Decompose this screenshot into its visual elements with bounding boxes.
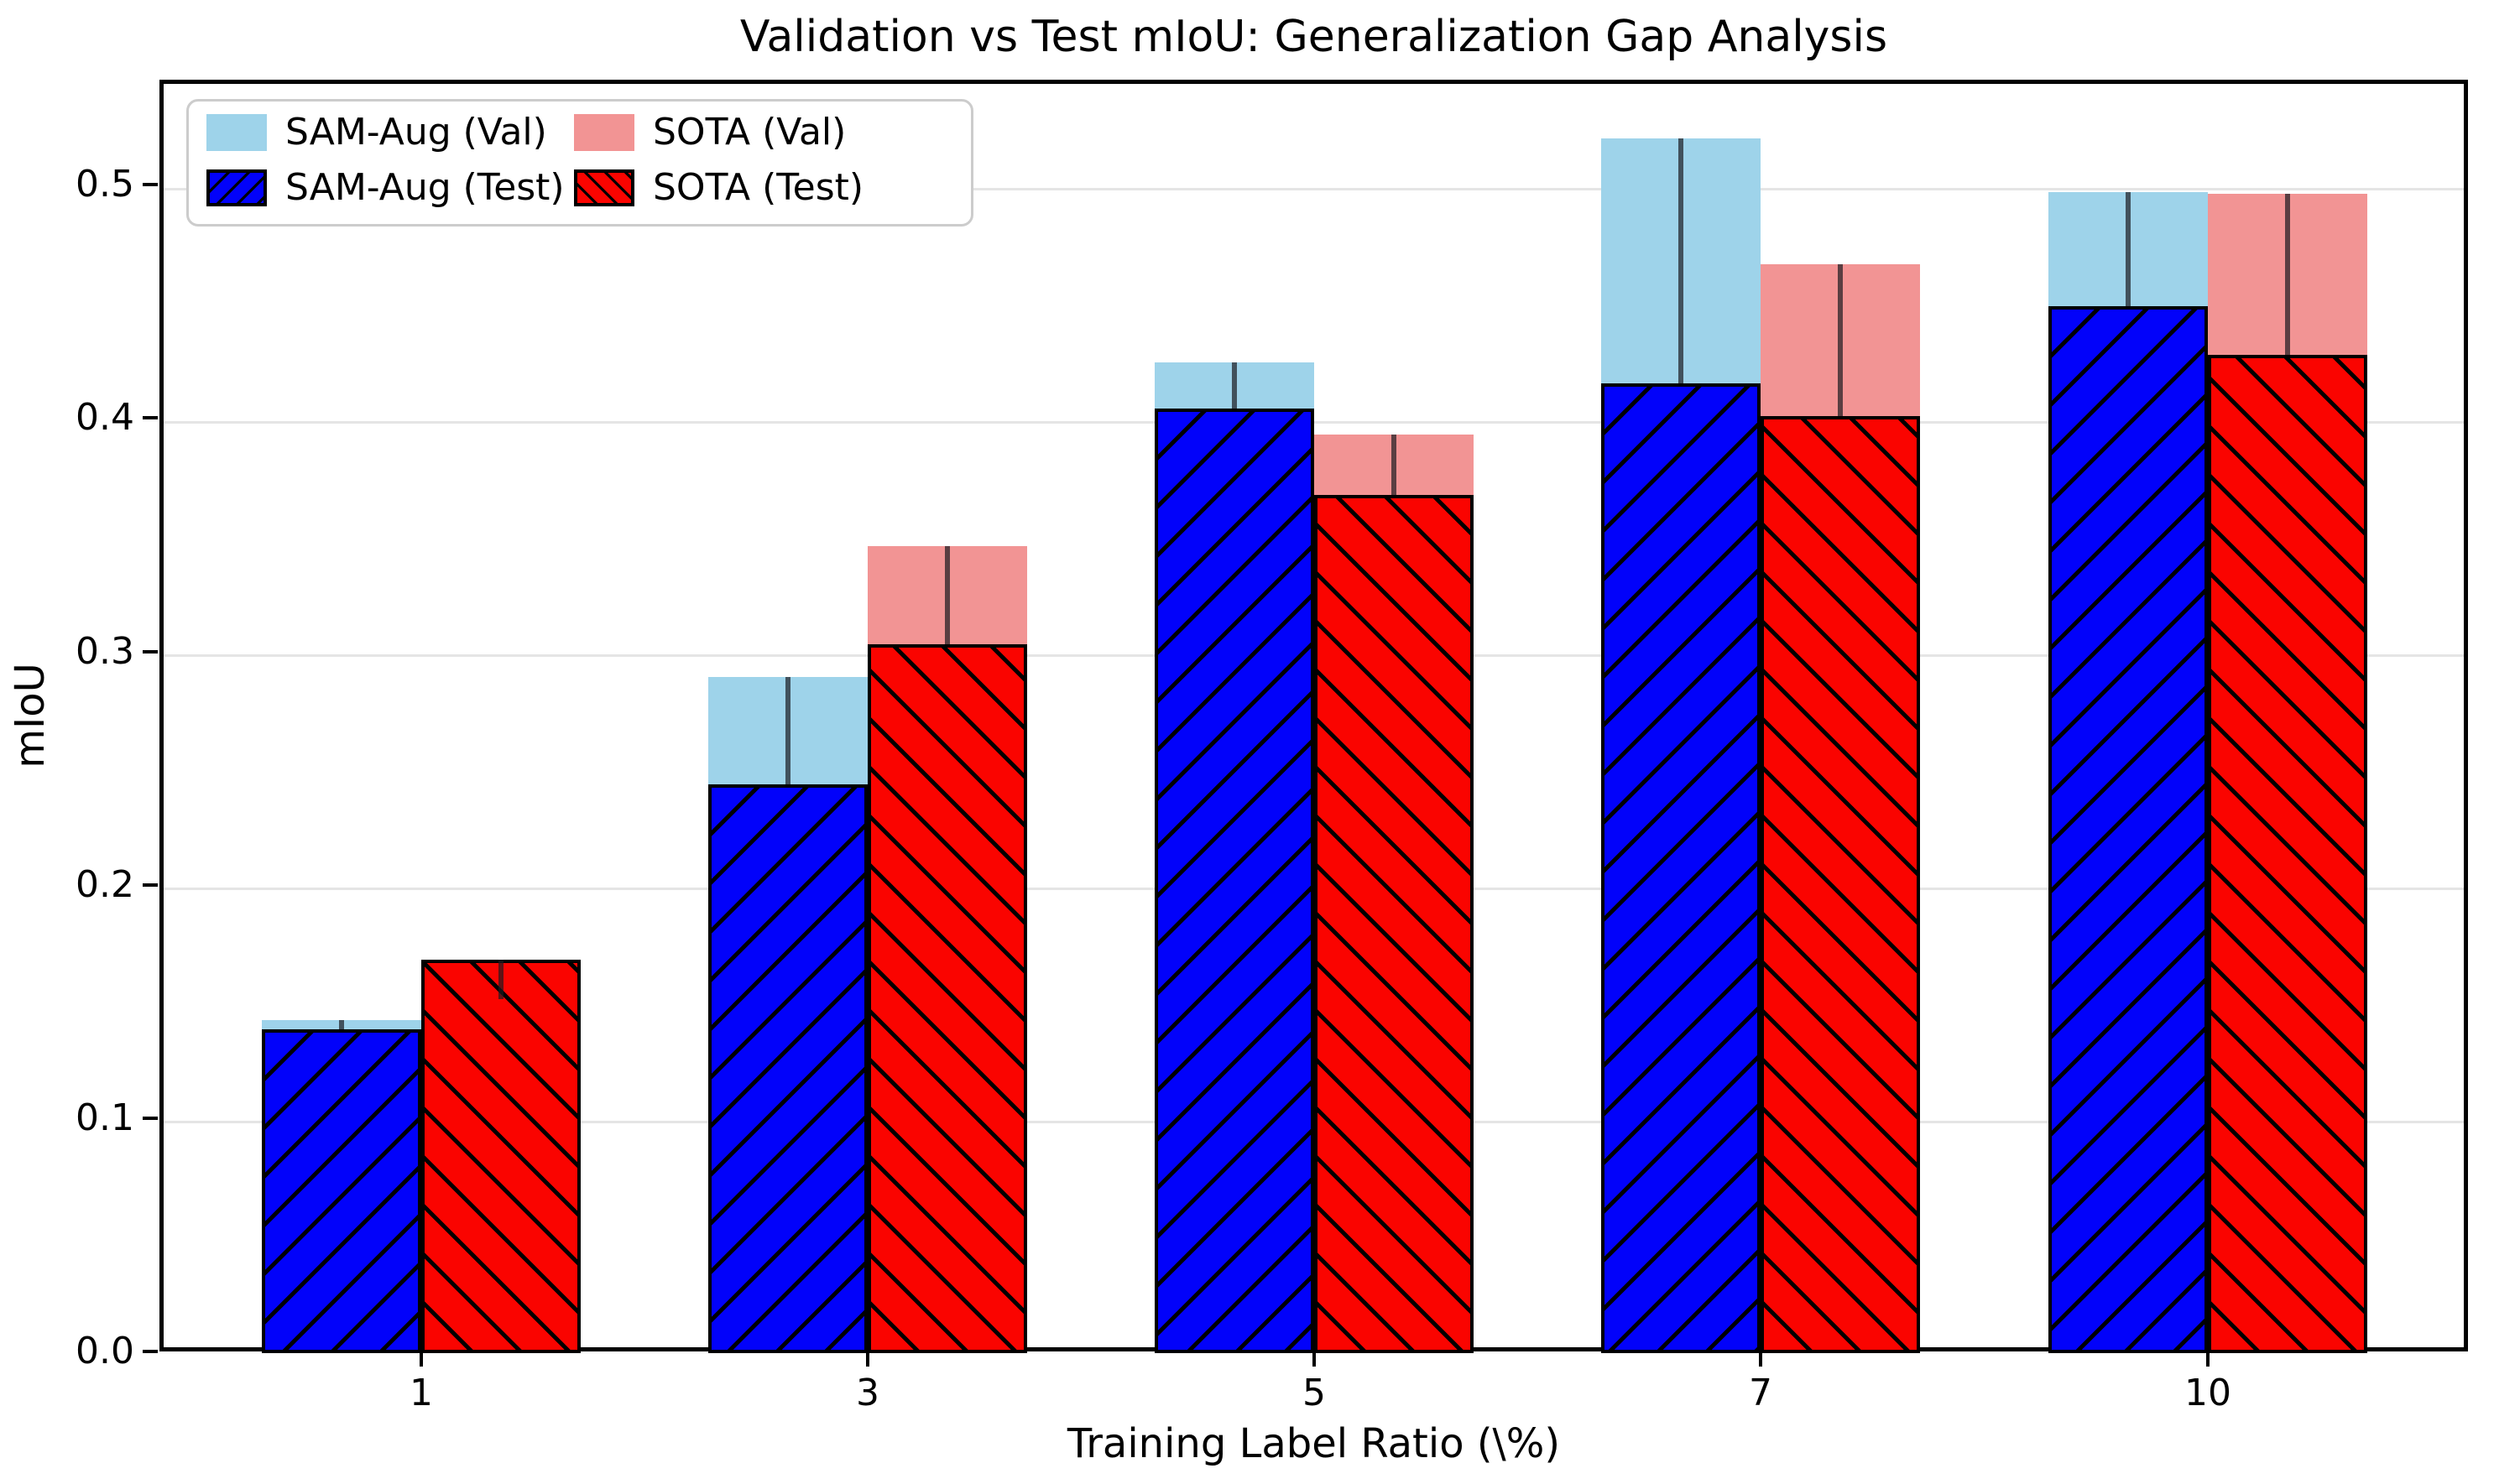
grid-line-0.5	[164, 187, 2464, 190]
y-tick-mark-0.4	[143, 416, 158, 420]
gap-line-sota-3	[945, 546, 950, 645]
gap-line-sam-aug-3	[785, 677, 790, 785]
x-tick-label-3: 3	[856, 1372, 879, 1414]
bar-sam-aug-test-3	[708, 784, 868, 1353]
legend-swatch-SAM-Aug-Val-	[206, 114, 267, 151]
x-tick-label-10: 10	[2184, 1372, 2231, 1414]
y-tick-label-0.2: 0.2	[76, 862, 134, 906]
legend-label-SAM-Aug-Val-: SAM-Aug (Val)	[285, 111, 547, 154]
gap-line-sam-aug-1	[339, 1020, 344, 1030]
y-tick-mark-0.2	[143, 883, 158, 887]
bar-sam-aug-test-5	[1155, 409, 1314, 1353]
legend-swatch-SAM-Aug-Test-	[206, 169, 267, 206]
bar-sam-aug-test-7	[1601, 383, 1761, 1353]
bar-sam-aug-test-10	[2048, 305, 2208, 1353]
bar-sam-aug-test-1	[262, 1029, 421, 1353]
y-axis-label: mIoU	[7, 663, 54, 768]
bar-sota-test-7	[1761, 415, 1920, 1353]
gap-line-sota-7	[1838, 263, 1843, 416]
x-tick-label-7: 7	[1749, 1372, 1772, 1414]
x-axis-label: Training Label Ratio (\%)	[1067, 1420, 1561, 1467]
bar-sota-test-10	[2208, 355, 2367, 1353]
gap-line-sam-aug-5	[1232, 362, 1237, 409]
legend-swatch-SOTA-Val-	[574, 114, 634, 151]
y-tick-mark-0.1	[143, 1116, 158, 1120]
gap-line-sam-aug-10	[2126, 191, 2131, 306]
legend-label-SOTA-Test-: SOTA (Test)	[653, 166, 864, 209]
y-tick-label-0.5: 0.5	[76, 163, 134, 206]
y-tick-label-0.0: 0.0	[76, 1330, 134, 1372]
legend-label-SOTA-Val-: SOTA (Val)	[653, 111, 847, 154]
gap-line-sam-aug-7	[1678, 138, 1683, 383]
y-tick-mark-0.0	[143, 1350, 158, 1353]
x-tick-mark-7	[1759, 1351, 1762, 1367]
x-tick-label-1: 1	[410, 1372, 433, 1414]
x-tick-mark-1	[420, 1351, 423, 1367]
y-tick-label-0.3: 0.3	[76, 629, 134, 673]
gap-line-sota-5	[1391, 434, 1396, 496]
chart-title: Validation vs Test mIoU: Generalization …	[739, 12, 1888, 62]
legend-label-SAM-Aug-Test-: SAM-Aug (Test)	[285, 166, 565, 209]
gap-line-sota-1	[498, 959, 503, 999]
x-tick-mark-5	[1312, 1351, 1316, 1367]
bar-sota-test-1	[421, 959, 581, 1353]
y-tick-mark-0.5	[143, 183, 158, 187]
bar-sota-test-3	[868, 644, 1027, 1353]
x-tick-label-5: 5	[1302, 1372, 1326, 1414]
x-tick-mark-10	[2206, 1351, 2210, 1367]
y-tick-label-0.4: 0.4	[76, 396, 134, 440]
gap-line-sota-10	[2285, 194, 2290, 356]
x-tick-mark-3	[866, 1351, 869, 1367]
legend-swatch-SOTA-Test-	[574, 169, 634, 206]
bar-sota-test-5	[1314, 495, 1474, 1353]
y-tick-mark-0.3	[143, 649, 158, 653]
y-tick-label-0.1: 0.1	[76, 1096, 134, 1139]
